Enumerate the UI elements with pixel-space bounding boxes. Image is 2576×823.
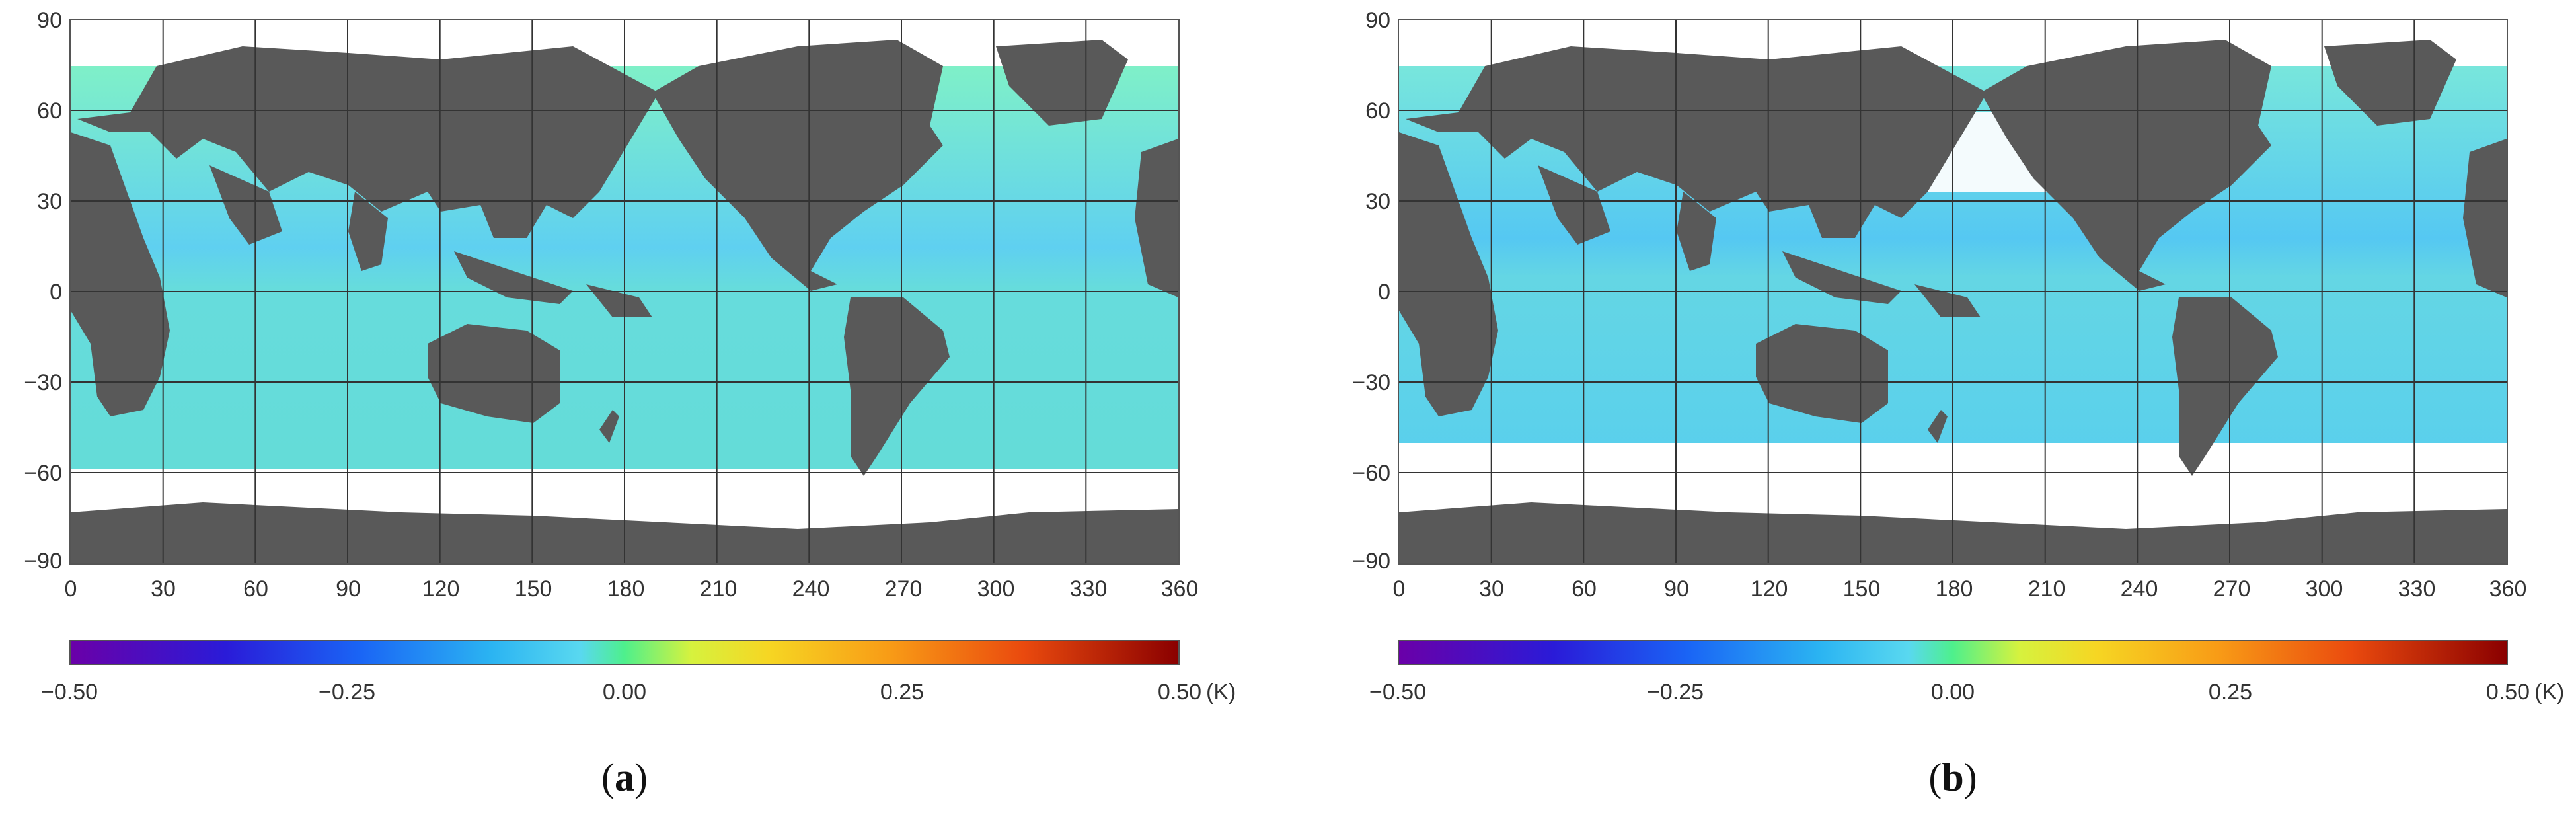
x-tick-180: 180 bbox=[1935, 576, 1973, 602]
panel-label-close: ) bbox=[1963, 756, 1977, 799]
y-tick-0: 0 bbox=[1378, 280, 1390, 305]
grid-lines bbox=[1399, 20, 2507, 563]
x-tick-120: 120 bbox=[1750, 576, 1788, 602]
y-tick-neg60: −60 bbox=[24, 461, 62, 486]
y-tick-0: 0 bbox=[50, 280, 62, 305]
x-tick-210: 210 bbox=[699, 576, 738, 602]
x-tick-210: 210 bbox=[2027, 576, 2066, 602]
colorbar bbox=[1398, 640, 2508, 665]
colorbar-label-000: 0.00 bbox=[1930, 680, 1975, 705]
x-tick-90: 90 bbox=[336, 576, 361, 602]
colorbar-label-neg025: −0.25 bbox=[1646, 680, 1704, 705]
x-tick-360: 360 bbox=[2489, 576, 2527, 602]
colorbar-label-050: 0.50 bbox=[1157, 680, 1202, 705]
panel-label-open: ( bbox=[601, 756, 615, 799]
map-b bbox=[1398, 19, 2508, 565]
y-tick-60: 60 bbox=[1365, 98, 1390, 124]
panel-label-letter: b bbox=[1942, 756, 1964, 799]
grid-lines bbox=[71, 20, 1178, 563]
y-tick-neg60: −60 bbox=[1352, 461, 1390, 486]
colorbar-unit: (K) bbox=[2534, 680, 2565, 705]
colorbar-label-neg025: −0.25 bbox=[318, 680, 376, 705]
x-tick-120: 120 bbox=[422, 576, 460, 602]
x-tick-150: 150 bbox=[1842, 576, 1881, 602]
x-tick-360: 360 bbox=[1160, 576, 1199, 602]
x-tick-30: 30 bbox=[151, 576, 176, 602]
map-svg-a bbox=[71, 20, 1178, 563]
colorbar-label-025: 0.25 bbox=[2208, 680, 2253, 705]
x-tick-300: 300 bbox=[2305, 576, 2343, 602]
x-tick-330: 330 bbox=[2398, 576, 2436, 602]
colorbar-unit: (K) bbox=[1206, 680, 1236, 705]
y-tick-neg30: −30 bbox=[24, 370, 62, 395]
x-tick-300: 300 bbox=[977, 576, 1015, 602]
x-tick-270: 270 bbox=[2213, 576, 2251, 602]
y-tick-30: 30 bbox=[37, 189, 62, 214]
colorbar-label-050: 0.50 bbox=[2485, 680, 2530, 705]
colorbar bbox=[69, 640, 1180, 665]
y-tick-90: 90 bbox=[37, 8, 62, 33]
y-tick-90: 90 bbox=[1365, 8, 1390, 33]
y-tick-30: 30 bbox=[1365, 189, 1390, 214]
x-tick-330: 330 bbox=[1069, 576, 1108, 602]
x-tick-0: 0 bbox=[64, 576, 77, 602]
map-svg-b bbox=[1399, 20, 2507, 563]
panel-label-open: ( bbox=[1928, 756, 1942, 799]
panel-label-b: (b) bbox=[1887, 755, 2019, 801]
colorbar-label-000: 0.00 bbox=[602, 680, 647, 705]
x-tick-30: 30 bbox=[1479, 576, 1504, 602]
x-tick-240: 240 bbox=[2120, 576, 2158, 602]
y-tick-neg30: −30 bbox=[1352, 370, 1390, 395]
panel-label-a: (a) bbox=[558, 755, 691, 801]
colorbar-label-025: 0.25 bbox=[880, 680, 925, 705]
map-a bbox=[69, 19, 1180, 565]
colorbar-label-neg050: −0.50 bbox=[1369, 680, 1427, 705]
y-tick-60: 60 bbox=[37, 98, 62, 124]
x-tick-180: 180 bbox=[607, 576, 645, 602]
x-tick-270: 270 bbox=[884, 576, 923, 602]
x-tick-60: 60 bbox=[1572, 576, 1597, 602]
x-tick-240: 240 bbox=[792, 576, 830, 602]
x-tick-60: 60 bbox=[243, 576, 268, 602]
panel-a: 90 60 30 0 −30 −60 −90 0 30 60 90 120 15… bbox=[24, 8, 1236, 801]
x-tick-150: 150 bbox=[514, 576, 552, 602]
colorbar-label-neg050: −0.50 bbox=[40, 680, 98, 705]
x-tick-0: 0 bbox=[1392, 576, 1406, 602]
panel-label-close: ) bbox=[634, 756, 648, 799]
x-tick-90: 90 bbox=[1664, 576, 1689, 602]
y-tick-neg90: −90 bbox=[1352, 549, 1390, 574]
y-tick-neg90: −90 bbox=[24, 549, 62, 574]
panel-label-letter: a bbox=[615, 756, 634, 799]
panel-b: 90 60 30 0 −30 −60 −90 0 30 60 90 120 15… bbox=[1328, 0, 2576, 823]
